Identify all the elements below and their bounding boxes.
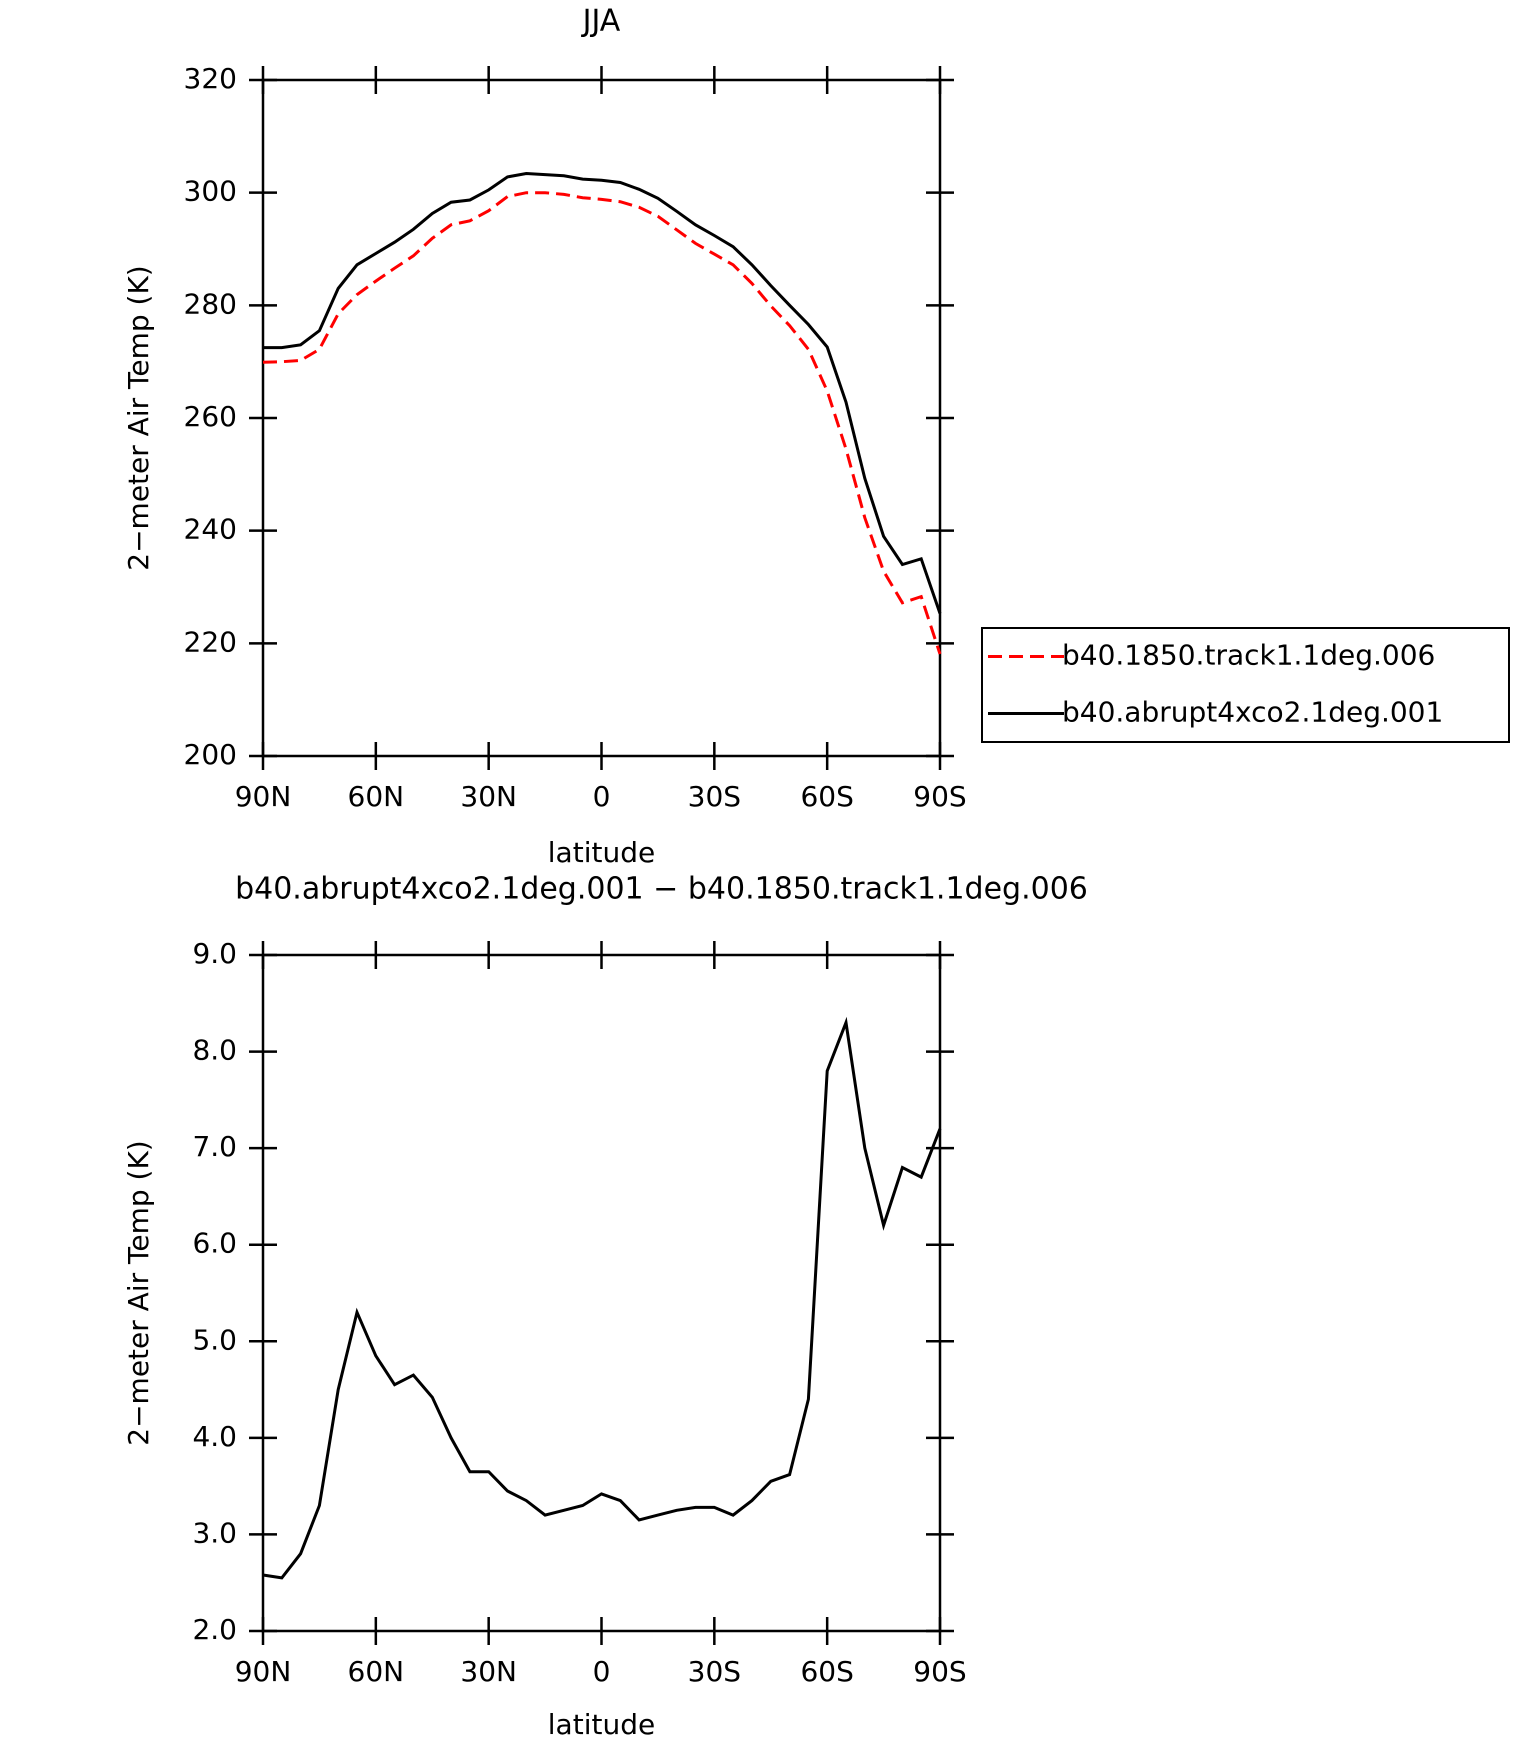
y-axis-label: 2−meter Air Temp (K) [122, 1140, 155, 1445]
x-tick-label: 30N [460, 780, 517, 813]
legend-box [981, 627, 1510, 743]
y-tick-label: 4.0 [192, 1420, 237, 1453]
x-tick-label: 60N [348, 1655, 405, 1688]
y-axis-label: 2−meter Air Temp (K) [122, 265, 155, 570]
x-axis-label: latitude [548, 836, 655, 869]
legend-label: b40.1850.track1.1deg.006 [1062, 639, 1435, 672]
x-tick-label: 30N [460, 1655, 517, 1688]
y-tick-label: 300 [184, 175, 237, 208]
x-tick-label: 90S [913, 1655, 966, 1688]
x-tick-label: 0 [593, 780, 611, 813]
y-tick-label: 280 [184, 287, 237, 320]
y-tick-label: 3.0 [192, 1516, 237, 1549]
plot-frame [261, 953, 942, 1633]
y-tick-label: 5.0 [192, 1323, 237, 1356]
y-tick-label: 9.0 [192, 937, 237, 970]
x-tick-label: 0 [593, 1655, 611, 1688]
y-tick-label: 260 [184, 400, 237, 433]
series-line [262, 191, 942, 655]
x-tick-label: 60S [800, 780, 853, 813]
series-line [263, 171, 942, 614]
series-line [262, 1016, 942, 1580]
y-tick-label: 8.0 [192, 1034, 237, 1067]
x-tick-label: 30S [688, 780, 741, 813]
chart-title: b40.abrupt4xco2.1deg.001 − b40.1850.trac… [235, 872, 1088, 907]
x-tick-label: 90N [235, 1655, 292, 1688]
chart-title: JJA [581, 4, 621, 39]
y-tick-label: 6.0 [192, 1227, 237, 1260]
y-tick-label: 220 [184, 625, 237, 658]
legend-label: b40.abrupt4xco2.1deg.001 [1062, 696, 1443, 729]
x-axis-label: latitude [548, 1708, 655, 1741]
y-tick-label: 200 [184, 738, 237, 771]
y-tick-label: 240 [184, 513, 237, 546]
x-tick-label: 90S [913, 780, 966, 813]
y-tick-label: 7.0 [192, 1130, 237, 1163]
y-tick-label: 2.0 [192, 1613, 237, 1646]
y-tick-label: 320 [184, 62, 237, 95]
x-tick-label: 90N [235, 780, 292, 813]
x-tick-label: 60N [348, 780, 405, 813]
x-tick-label: 60S [800, 1655, 853, 1688]
x-tick-label: 30S [688, 1655, 741, 1688]
